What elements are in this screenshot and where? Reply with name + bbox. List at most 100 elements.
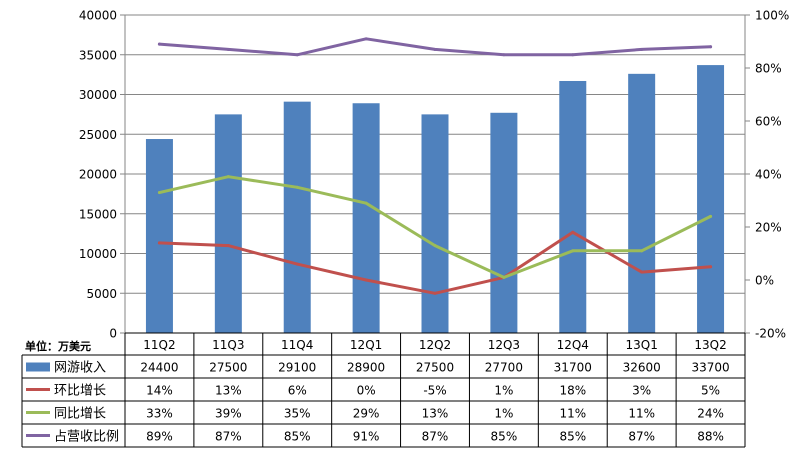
data-label: 28900 [347,361,385,375]
line-point [640,249,644,253]
data-label: 24400 [140,361,178,375]
data-label: 1% [494,407,513,421]
bar [559,80,587,333]
bar [490,112,518,333]
line-point [226,175,230,179]
line-point [295,53,299,57]
line-series [157,37,713,57]
data-label: 5% [701,384,720,398]
unit-label: 单位：万美元 [25,339,91,353]
line-point [571,53,575,57]
data-label: 1% [494,384,513,398]
data-label: 33700 [691,361,729,375]
data-label: 39% [215,407,242,421]
y-tick-label-left: 20000 [79,168,117,182]
line-point [571,249,575,253]
line-point [157,191,161,195]
line-point [295,262,299,266]
data-label: 27500 [209,361,247,375]
legend-label: 环比增长 [54,384,106,399]
y-tick-label-left: 10000 [79,247,117,261]
x-tick-label: 13Q1 [625,338,657,352]
y-tick-label-right: 0% [755,274,774,288]
data-label: 87% [422,430,449,444]
y-tick-label-left: 0 [109,327,117,341]
data-label: 0% [357,384,376,398]
data-label: 85% [284,430,311,444]
data-label: 35% [284,407,311,421]
y-tick-label-right: 20% [755,221,782,235]
data-label: 85% [491,430,518,444]
data-label: 13% [215,384,242,398]
data-label: 27500 [416,361,454,375]
legend-key-bar [26,362,50,372]
line-point [433,47,437,51]
line-point [709,45,713,49]
x-tick-label: 11Q4 [281,338,313,352]
line-point [640,270,644,274]
data-label: 33% [146,407,173,421]
data-label: 3% [632,384,651,398]
line-point [640,47,644,51]
data-label: 89% [146,430,173,444]
line-point [295,185,299,189]
data-label: 31700 [554,361,592,375]
y-tick-label-right: 80% [755,62,782,76]
line-point [364,278,368,282]
x-tick-label: 13Q2 [694,338,726,352]
line-point [364,37,368,41]
bar [697,65,725,334]
line-point [364,201,368,205]
line-point [709,265,713,269]
series-line [157,37,713,57]
x-tick-label: 12Q1 [350,338,382,352]
data-label: 14% [146,384,173,398]
data-label: 91% [353,430,380,444]
x-tick-label: 12Q3 [488,338,520,352]
line-point [226,47,230,51]
bar [283,101,311,333]
x-tick-label: 11Q3 [212,338,244,352]
line-point [571,230,575,234]
data-label: 11% [559,407,586,421]
x-tick-label: 12Q4 [557,338,589,352]
data-label: 27700 [485,361,523,375]
data-label: -5% [423,384,446,398]
bar [214,114,242,333]
legend-label: 占营收比例 [54,430,119,445]
line-point [433,291,437,295]
y-tick-label-right: 40% [755,168,782,182]
bar [421,114,449,333]
y-tick-label-right: -20% [755,327,786,341]
y-axis-right: -20% 0% 20% 40% 60% 80% 100% [744,9,789,341]
bar [145,139,173,333]
data-label: 24% [697,407,724,421]
line-series [157,175,713,279]
line-series [157,230,713,295]
line-point [157,241,161,245]
data-label: 87% [215,430,242,444]
y-tick-label-left: 35000 [79,48,117,62]
data-label: 18% [559,384,586,398]
bar [628,73,656,333]
data-label: 29% [353,407,380,421]
data-table: 11Q2 11Q3 11Q4 12Q1 12Q2 12Q3 12Q4 13Q1 13Q2 单位：万… [21,332,746,448]
x-tick-label: 12Q2 [419,338,451,352]
y-tick-label-left: 30000 [79,88,117,102]
bar-series [145,65,725,334]
legend-label: 网游收入 [54,361,106,376]
line-point [502,275,506,279]
data-label: 11% [628,407,655,421]
data-label: 88% [697,430,724,444]
y-tick-label-right: 100% [755,9,789,23]
x-tick-label: 11Q2 [143,338,175,352]
data-label: 85% [559,430,586,444]
data-label: 87% [628,430,655,444]
line-point [226,244,230,248]
bar [352,103,380,334]
y-tick-label-left: 40000 [79,9,117,23]
line-point [709,214,713,218]
line-point [433,244,437,248]
legend-label: 同比增长 [54,407,106,422]
